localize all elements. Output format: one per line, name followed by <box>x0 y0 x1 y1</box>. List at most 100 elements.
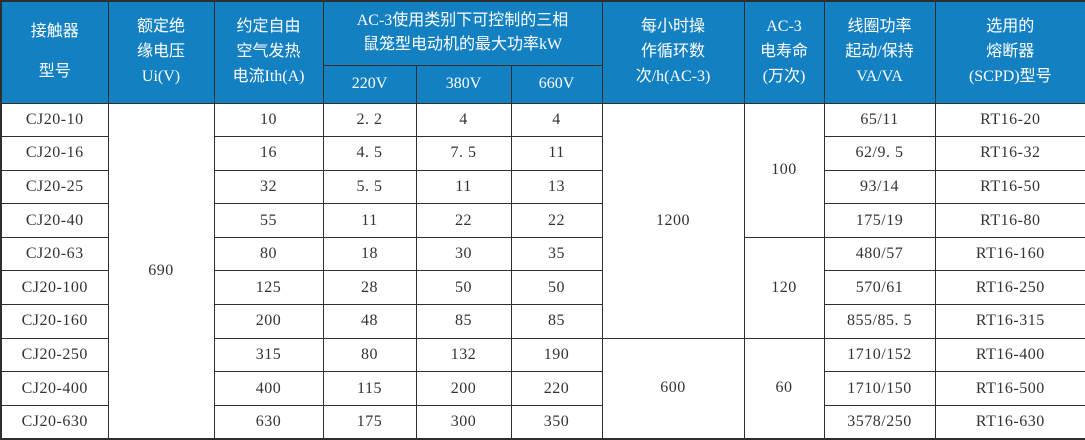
table-row: CJ20-160 200 48 85 85 855/85. 5 RT16-315 <box>0 304 1085 339</box>
header-660v: 660V <box>510 64 603 104</box>
cell-ith: 630 <box>213 404 324 440</box>
header-cycles-line: 次/h(AC-3) <box>635 68 711 86</box>
header-insulation-line: 额定绝 <box>136 17 185 35</box>
cell-kw-220: 5. 5 <box>322 169 417 205</box>
cell-life-60: 60 <box>743 337 825 440</box>
table-row: CJ20-100 125 28 50 50 570/61 RT16-250 <box>0 270 1085 306</box>
cell-model: CJ20-10 <box>0 102 109 138</box>
cell-kw-380: 132 <box>415 337 512 373</box>
cell-fuse: RT16-250 <box>934 270 1085 306</box>
cell-coil: 480/57 <box>823 236 936 272</box>
cell-model: CJ20-250 <box>0 337 109 373</box>
cell-coil: 570/61 <box>823 270 936 306</box>
header-fuse-line: 熔断器 <box>986 43 1035 61</box>
header-row-sub: 220V 380V 660V <box>1 64 1085 104</box>
cell-fuse: RT16-20 <box>934 102 1085 138</box>
table-row: CJ20-16 16 4. 5 7. 5 11 62/9. 5 RT16-32 <box>0 136 1085 171</box>
cell-kw-660: 13 <box>510 169 603 205</box>
header-row-top: 接触器 型号 额定绝 缘电压 Ui(V) 约定自由 空气发热 电流Ith(A) <box>0 0 1085 104</box>
cell-model: CJ20-100 <box>0 270 109 306</box>
cell-kw-660: 35 <box>510 236 603 272</box>
cell-kw-660: 4 <box>510 102 603 138</box>
cell-model: CJ20-400 <box>0 371 109 406</box>
cell-fuse: RT16-80 <box>934 203 1085 238</box>
cell-kw-380: 4 <box>415 102 512 138</box>
cell-ith: 55 <box>213 203 324 238</box>
cell-kw-220: 175 <box>322 404 417 440</box>
cell-ith: 16 <box>213 136 324 171</box>
header-fuse-line: (SCPD)型号 <box>968 68 1052 86</box>
cell-ith: 10 <box>213 102 324 138</box>
table-row: CJ20-25 32 5. 5 11 13 93/14 RT16-50 <box>0 169 1085 205</box>
cell-kw-660: 50 <box>510 270 603 306</box>
cell-kw-380: 200 <box>415 371 512 406</box>
cell-fuse: RT16-315 <box>934 304 1085 339</box>
header-coil-line: 线圈功率 <box>847 17 912 35</box>
cell-kw-660: 190 <box>510 337 603 373</box>
cell-kw-220: 4. 5 <box>322 136 417 171</box>
cell-kw-660: 22 <box>510 203 603 238</box>
cell-kw-380: 30 <box>415 236 512 272</box>
cell-kw-380: 50 <box>415 270 512 306</box>
header-fuse-line: 选用的 <box>986 17 1035 35</box>
cell-ui-voltage: 690 <box>107 102 215 440</box>
header-cycles-line: 作循环数 <box>641 43 706 61</box>
cell-kw-220: 48 <box>322 304 417 339</box>
cell-model: CJ20-25 <box>0 169 109 205</box>
cell-coil: 93/14 <box>823 169 936 205</box>
cell-model: CJ20-160 <box>0 304 109 339</box>
cell-fuse: RT16-32 <box>934 136 1085 171</box>
header-thermal-line: 空气发热 <box>236 43 301 61</box>
header-coil-power: 线圈功率 起动/保持 VA/VA <box>823 0 936 104</box>
cell-ith: 80 <box>213 236 324 272</box>
cell-coil: 65/11 <box>823 102 936 138</box>
cell-kw-220: 2. 2 <box>322 102 417 138</box>
cell-model: CJ20-63 <box>0 236 109 272</box>
table-body: CJ20-10 690 10 2. 2 4 4 1200 100 65/11 R… <box>0 102 1085 440</box>
header-ac3-group-line: 鼠笼型电动机的最大功率kW <box>362 36 563 54</box>
cell-coil: 62/9. 5 <box>823 136 936 171</box>
table-row: CJ20-10 690 10 2. 2 4 4 1200 100 65/11 R… <box>0 102 1085 440</box>
cell-model: CJ20-40 <box>0 203 109 238</box>
cell-ith: 32 <box>213 169 324 205</box>
header-life-line: 电寿命 <box>760 43 809 61</box>
cell-fuse: RT16-500 <box>934 371 1085 406</box>
table-row: CJ20-400 400 115 200 220 1710/150 RT16-5… <box>0 371 1085 406</box>
cell-kw-380: 22 <box>415 203 512 238</box>
cell-kw-220: 11 <box>322 203 417 238</box>
cell-kw-220: 115 <box>322 371 417 406</box>
cell-coil: 855/85. 5 <box>823 304 936 339</box>
cell-kw-380: 11 <box>415 169 512 205</box>
cell-model: CJ20-630 <box>0 404 109 440</box>
header-model-line: 型号 <box>38 63 71 81</box>
cell-kw-380: 85 <box>415 304 512 339</box>
header-coil-line: VA/VA <box>856 68 903 86</box>
header-model: 接触器 型号 <box>0 0 109 104</box>
header-insulation-voltage: 额定绝 缘电压 Ui(V) <box>107 0 215 104</box>
cell-kw-220: 28 <box>322 270 417 306</box>
cell-life-120: 120 <box>743 236 825 339</box>
cell-kw-660: 220 <box>510 371 603 406</box>
header-insulation-line: 缘电压 <box>136 43 185 61</box>
header-life-line: AC-3 <box>766 17 802 35</box>
header-coil-line: 起动/保持 <box>845 43 914 61</box>
cell-coil: 1710/150 <box>823 371 936 406</box>
cell-fuse: RT16-400 <box>934 337 1085 373</box>
header-life-line: (万次) <box>762 68 806 86</box>
header-380v: 380V <box>415 64 512 104</box>
header-thermal-current: 约定自由 空气发热 电流Ith(A) <box>213 0 324 104</box>
table-row: CJ20-250 315 80 132 190 600 60 1710/152 … <box>0 337 1085 440</box>
cell-kw-660: 11 <box>510 136 603 171</box>
header-cycles-line: 每小时操 <box>641 17 706 35</box>
cell-ith: 200 <box>213 304 324 339</box>
cell-fuse: RT16-160 <box>934 236 1085 272</box>
cell-coil: 3578/250 <box>823 404 936 440</box>
cell-ith: 315 <box>213 337 324 373</box>
table-row: CJ20-40 55 11 22 22 175/19 RT16-80 <box>0 203 1085 238</box>
header-thermal-line: 约定自由 <box>236 17 301 35</box>
header-insulation-line: Ui(V) <box>141 68 181 86</box>
cell-coil: 1710/152 <box>823 337 936 373</box>
cell-kw-220: 80 <box>322 337 417 373</box>
header-fuse-type: 选用的 熔断器 (SCPD)型号 <box>934 0 1085 104</box>
